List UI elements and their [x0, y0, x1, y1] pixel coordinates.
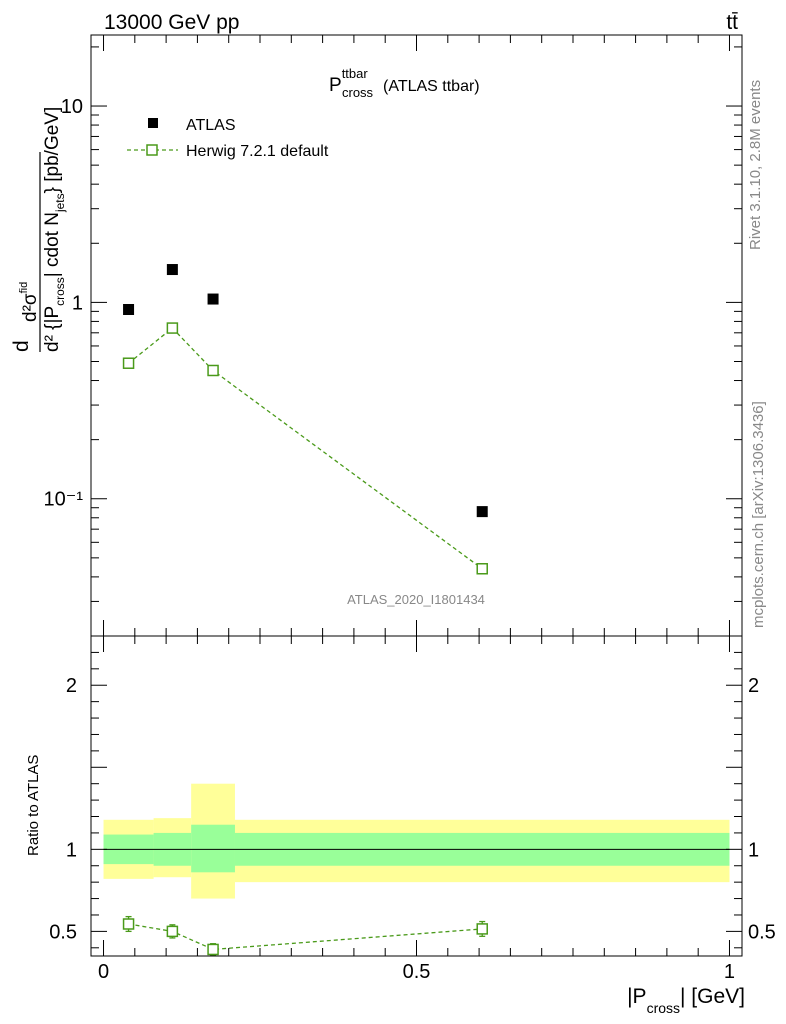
- x-tick-label: 1: [724, 961, 735, 983]
- ylabel-den-sub2: jets: [53, 193, 67, 213]
- ylabel-sigma-sup: fid: [18, 282, 30, 294]
- analysis-id: ATLAS_2020_I1801434: [347, 592, 485, 607]
- ylabel-den-a: d² {|P: [42, 306, 63, 352]
- ratio-band-inner: [191, 824, 235, 873]
- ratio-y-tick-label: 0.5: [49, 921, 77, 943]
- xlabel-sub: cross: [647, 1000, 680, 1016]
- ratio-ticks: 0.5 0.5 1 1 2 2 0 0.5 1: [49, 635, 776, 983]
- ylabel-num: d²σfid: [18, 282, 41, 322]
- x-axis-label: |Pcross| [GeV]: [627, 985, 745, 1016]
- ylabel-den-c: } [pb/GeV]: [42, 107, 63, 194]
- ylabel-den-sub1: cross: [53, 277, 67, 306]
- ratio-y-tick-label-right: 1: [748, 839, 759, 861]
- ratio-herwig-point: [122, 918, 135, 930]
- herwig-point: [207, 364, 219, 377]
- y-axis-label: d d²σfid d² {|Pcross| cdot Njets} [pb/Ge…: [10, 107, 67, 352]
- ratio-herwig-line: [128, 923, 483, 951]
- legend-atlas-marker: [148, 118, 158, 128]
- ratio-y-label: Ratio to ATLAS: [25, 755, 42, 856]
- ratio-marks: [122, 915, 488, 956]
- ratio-frame: [90, 635, 743, 957]
- ratio-y-tick-label: 1: [66, 839, 77, 861]
- plot-title: Pttbar: [329, 66, 368, 96]
- main-y-tick-label: 1: [72, 292, 83, 314]
- main-y-tick-label: 10⁻¹: [44, 489, 84, 511]
- herwig-line: [128, 327, 483, 570]
- legend-atlas-label: ATLAS: [186, 117, 236, 134]
- main-ticks: 10⁻¹ 1 10: [44, 35, 742, 637]
- ratio-y-tick-label-right: 2: [748, 675, 759, 697]
- herwig-point: [476, 563, 488, 575]
- title-sup: ttbar: [342, 66, 369, 81]
- main-y-tick-label: 10: [61, 96, 83, 118]
- title-main: P: [329, 75, 342, 96]
- x-tick-label: 0.5: [403, 961, 431, 983]
- ylabel-den-b: | cdot N: [42, 212, 63, 277]
- herwig-point: [166, 322, 179, 334]
- ratio-y-tick-label-right: 0.5: [748, 921, 776, 943]
- atlas-point: [476, 506, 488, 518]
- title-sub: cross: [342, 85, 374, 100]
- ratio-herwig-point: [207, 943, 219, 956]
- process-label: tt̄: [726, 11, 738, 34]
- main-marks: [122, 264, 488, 575]
- side-mcplots-label: mcplots.cern.ch [arXiv:1306.3436]: [750, 401, 767, 628]
- ratio-herwig-point: [166, 925, 179, 938]
- legend-herwig-label: Herwig 7.2.1 default: [186, 143, 329, 160]
- ylabel-den: d² {|Pcross| cdot Njets} [pb/GeV]: [42, 107, 67, 352]
- legend: ATLAS Herwig 7.2.1 default: [127, 117, 329, 160]
- x-tick-label: 0: [98, 961, 109, 983]
- ratio-panel: 0.5 0.5 1 1 2 2 0 0.5 1: [49, 635, 776, 983]
- side-rivet-label: Rivet 3.1.10, 2.8M events: [747, 80, 764, 250]
- atlas-point: [166, 264, 178, 276]
- atlas-point: [123, 304, 135, 316]
- atlas-point: [207, 293, 219, 305]
- energy-label: 13000 GeV pp: [104, 11, 239, 34]
- ratio-herwig-point: [476, 923, 488, 935]
- ylabel-sigma: d²σ: [20, 293, 41, 322]
- ylabel-d: d: [10, 340, 33, 352]
- xlabel-b: | [GeV]: [680, 985, 745, 1008]
- ratio-bands: [103, 783, 730, 899]
- xlabel-a: |P: [627, 985, 646, 1008]
- title-rest: (ATLAS ttbar): [383, 78, 480, 95]
- legend-herwig-marker: [146, 144, 158, 156]
- herwig-point: [122, 357, 135, 369]
- ratio-y-tick-label: 2: [66, 675, 77, 697]
